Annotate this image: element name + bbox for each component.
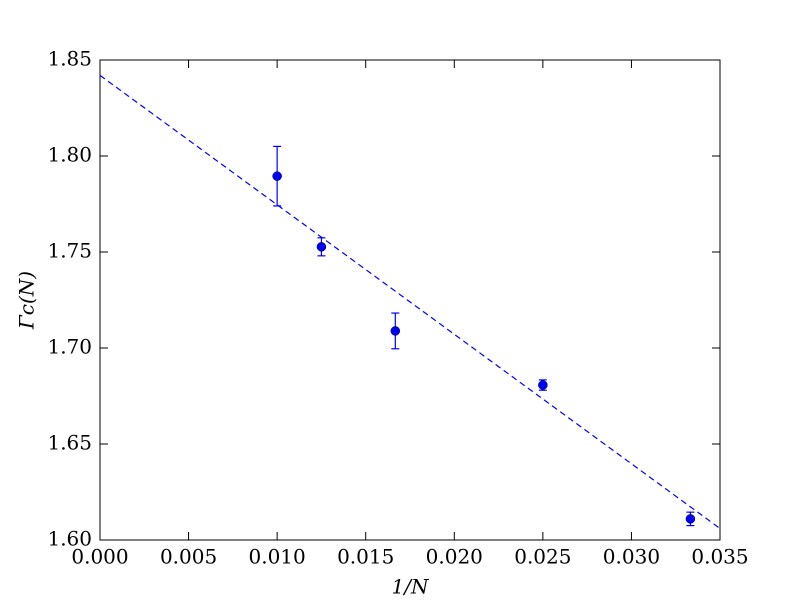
x-tick-label: 0.025	[514, 545, 571, 569]
y-tick-label: 1.80	[47, 143, 92, 167]
y-tick-label: 1.85	[47, 47, 92, 71]
x-tick-label: 0.015	[337, 545, 394, 569]
y-tick-label: 1.70	[47, 335, 92, 359]
data-point	[316, 242, 327, 252]
x-tick-label: 0.035	[691, 545, 748, 569]
y-axis-label: Γc(N)	[15, 271, 39, 330]
plot-frame	[99, 59, 721, 541]
y-tick-label: 1.65	[47, 431, 92, 455]
y-tick-label: 1.75	[47, 239, 92, 263]
x-tick-label: 0.030	[603, 545, 660, 569]
y-tick-label: 1.60	[47, 527, 92, 551]
x-tick-label: 0.020	[426, 545, 483, 569]
x-tick-label: 0.000	[71, 545, 128, 569]
fit-line	[99, 74, 721, 529]
x-axis-label: 1/N	[392, 575, 430, 599]
x-tick-label: 0.005	[160, 545, 217, 569]
data-point	[685, 514, 696, 524]
data-point	[538, 380, 548, 390]
data-point	[390, 326, 401, 336]
data-point	[272, 171, 282, 181]
x-tick-label: 0.010	[249, 545, 306, 569]
